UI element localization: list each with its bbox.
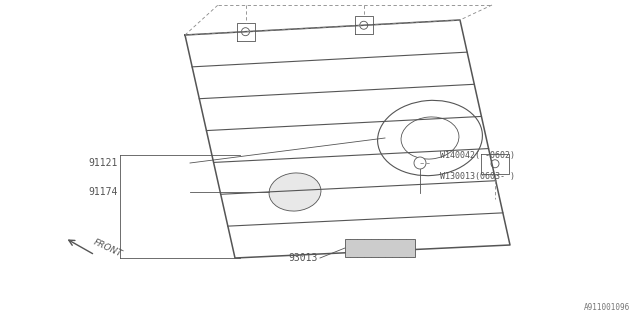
Text: FRONT: FRONT	[92, 237, 124, 259]
Text: 93013: 93013	[289, 253, 318, 263]
Text: 91174: 91174	[88, 187, 118, 197]
Text: W130013(0603- ): W130013(0603- )	[440, 172, 515, 181]
Text: A911001096: A911001096	[584, 303, 630, 312]
Ellipse shape	[269, 173, 321, 211]
Text: 91121: 91121	[88, 158, 118, 168]
Circle shape	[414, 157, 426, 169]
FancyBboxPatch shape	[345, 239, 415, 257]
Text: W140042( -0602): W140042( -0602)	[440, 151, 515, 160]
